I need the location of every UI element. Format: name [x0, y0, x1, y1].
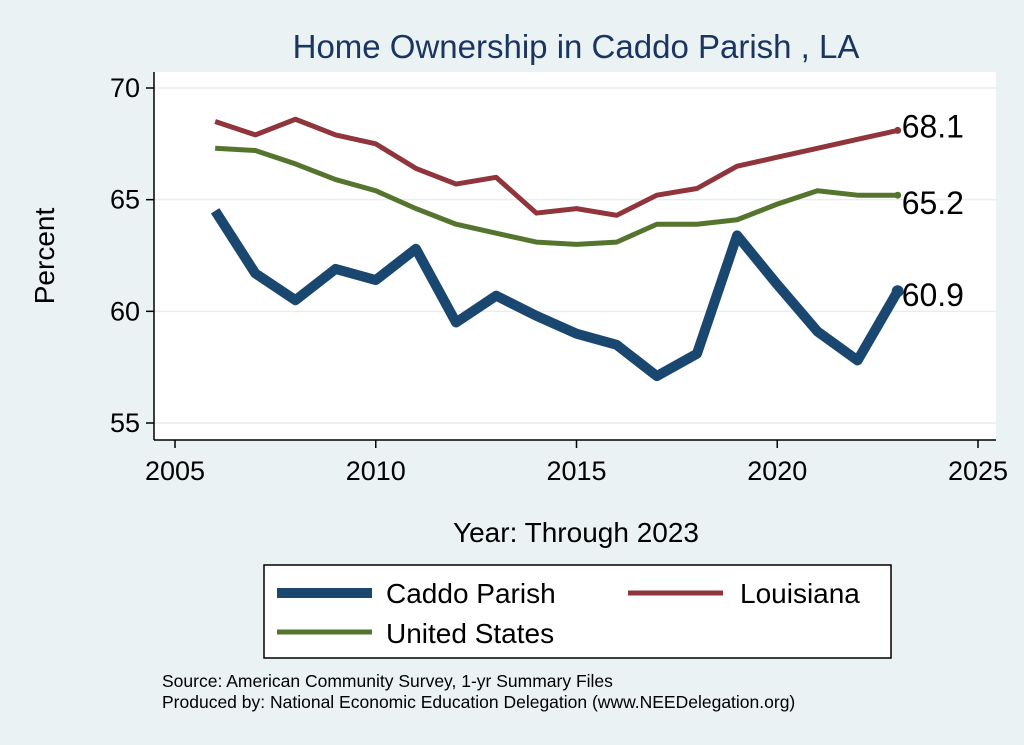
series-line-louisiana: [214, 116, 899, 218]
plot-area: [154, 72, 996, 440]
end-label-united-states: 65.2: [902, 185, 964, 221]
legend-box: [263, 564, 892, 659]
y-tick-label-60: 60: [110, 296, 140, 326]
legend-label-caddo-parish: Caddo Parish: [386, 578, 556, 609]
produced-by-note: Produced by: National Economic Education…: [162, 692, 795, 712]
legend-label-united-states: United States: [386, 618, 554, 649]
end-point-united-states: [894, 191, 902, 199]
legend-label-louisiana: Louisiana: [740, 578, 860, 609]
legend: Caddo Parish Louisiana United States: [263, 564, 892, 659]
x-tick-label-2005: 2005: [145, 456, 205, 486]
end-point-caddo-parish: [891, 285, 904, 298]
series-line-caddo-parish: [210, 208, 903, 382]
end-label-caddo-parish: 60.9: [902, 277, 964, 313]
chart-title: Home Ownership in Caddo Parish , LA: [293, 28, 860, 65]
end-labels: 65.2 68.1 60.9: [902, 108, 964, 313]
series-line-united-states: [215, 145, 898, 247]
x-axis-title: Year: Through 2023: [453, 517, 699, 548]
x-tick-label-2010: 2010: [346, 456, 406, 486]
end-label-louisiana: 68.1: [902, 108, 964, 144]
x-tick-label-2015: 2015: [546, 456, 606, 486]
x-tick-label-2020: 2020: [747, 456, 807, 486]
y-tick-label-55: 55: [110, 408, 140, 438]
y-tick-label-65: 65: [110, 185, 140, 215]
axes: 55 60 65 70 2005 2010 2015 2020 2025: [110, 72, 1008, 486]
series-lines: [210, 116, 904, 382]
y-tick-label-70: 70: [110, 73, 140, 103]
source-note: Source: American Community Survey, 1-yr …: [162, 671, 613, 691]
end-point-louisiana: [894, 126, 902, 134]
gridlines: [154, 87, 996, 424]
y-axis-title: Percent: [29, 208, 60, 305]
x-tick-label-2025: 2025: [948, 456, 1008, 486]
